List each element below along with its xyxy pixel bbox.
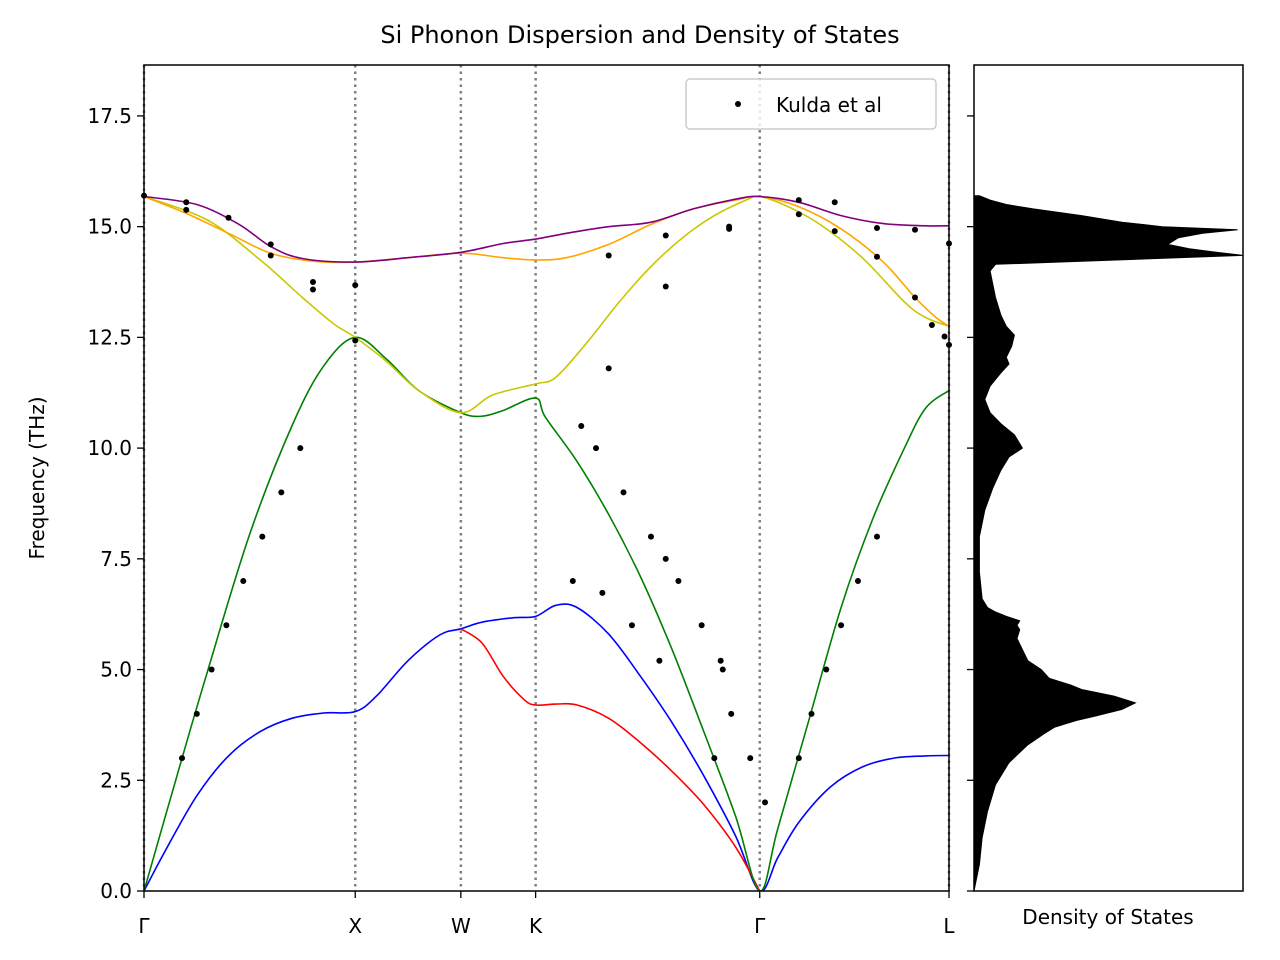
experiment-point	[309, 279, 316, 286]
experiment-point	[762, 799, 769, 806]
experiment-point	[873, 224, 880, 231]
phonon-bands	[144, 195, 949, 891]
band-acoustic-ta1	[144, 603, 949, 891]
experiment-point	[831, 199, 838, 206]
legend-marker	[735, 101, 741, 107]
y-tick-label: 5.0	[100, 658, 132, 682]
legend: Kulda et al	[685, 78, 937, 130]
y-tick-label: 2.5	[100, 768, 132, 792]
x-tick-label: K	[529, 914, 543, 938]
experiment-point	[352, 282, 359, 289]
x-tick-label: L	[943, 914, 955, 938]
band-optical-to1	[144, 195, 949, 327]
band-optical-lo	[144, 195, 949, 414]
experiment-point	[928, 321, 935, 328]
experiment-point	[747, 755, 754, 762]
experiment-point	[941, 333, 948, 340]
x-tick-label: Γ	[138, 914, 150, 938]
y-tick-label: 10.0	[87, 436, 132, 460]
x-tick-label: Γ	[754, 914, 766, 938]
y-tick-label: 12.5	[87, 325, 132, 349]
experiment-point	[183, 206, 190, 213]
experiment-point	[278, 489, 285, 496]
experiment-point	[267, 252, 274, 259]
experiment-point	[267, 241, 274, 248]
chart-title: Si Phonon Dispersion and Density of Stat…	[380, 21, 899, 49]
experiment-point	[854, 577, 861, 584]
experiment-point	[620, 489, 627, 496]
high-symmetry-lines	[142, 65, 951, 891]
experiment-point	[352, 337, 359, 344]
experiment-point	[225, 214, 232, 221]
experiment-point	[726, 225, 733, 232]
experiment-point	[208, 666, 215, 673]
x-tick-label: W	[451, 914, 471, 938]
experiment-point	[569, 577, 576, 584]
experiment-point	[309, 286, 316, 293]
dos-frame	[973, 64, 1244, 892]
dos-plot-area: Density of States	[967, 64, 1244, 929]
experiment-point	[662, 232, 669, 239]
experiment-point	[647, 533, 654, 540]
experiment-point	[656, 657, 663, 664]
y-axis-ticks: 0.0 2.5 5.0 7.5 10.0 12.5 15.0 17.5	[87, 104, 144, 903]
experiment-point	[578, 422, 585, 429]
x-tick-label: X	[348, 914, 362, 938]
experiment-point	[675, 577, 682, 584]
band-acoustic-la	[144, 336, 949, 891]
band-acoustic-ta2	[460, 628, 761, 891]
dos-x-label: Density of States	[1022, 905, 1193, 929]
experiment-point	[795, 197, 802, 204]
experiment-point	[873, 253, 880, 260]
experiment-point	[240, 577, 247, 584]
experiment-point	[795, 211, 802, 218]
experiment-point	[911, 226, 918, 233]
experiment-point	[605, 365, 612, 372]
y-tick-label: 0.0	[100, 879, 132, 903]
experiment-point	[662, 283, 669, 290]
experiment-point	[795, 755, 802, 762]
y-tick-label: 7.5	[100, 547, 132, 571]
legend-box	[685, 78, 937, 130]
experiment-point	[831, 228, 838, 235]
experiment-point	[297, 445, 304, 452]
experiment-point	[823, 666, 830, 673]
band-optical-to2	[144, 195, 949, 263]
dos-y-ticks	[967, 115, 974, 892]
y-axis-label: Frequency (THz)	[25, 396, 49, 559]
experiment-point	[628, 622, 635, 629]
experiment-point	[599, 589, 606, 596]
experimental-points	[141, 192, 952, 806]
experiment-point	[605, 252, 612, 259]
y-tick-label: 15.0	[87, 215, 132, 239]
dispersion-plot-area: 0.0 2.5 5.0 7.5 10.0 12.5 15.0 17.5 Γ X W K Γ L	[87, 64, 955, 938]
experiment-point	[719, 666, 726, 673]
experiment-point	[183, 199, 190, 206]
experiment-point	[717, 657, 724, 664]
experiment-point	[593, 445, 600, 452]
experiment-point	[808, 710, 815, 717]
experiment-point	[711, 755, 718, 762]
dispersion-frame	[143, 64, 950, 892]
experiment-point	[179, 755, 186, 762]
experiment-point	[662, 555, 669, 562]
experiment-point	[259, 533, 266, 540]
experiment-point	[911, 294, 918, 301]
legend-label: Kulda et al	[776, 93, 882, 117]
experiment-point	[698, 622, 705, 629]
dos-area	[974, 195, 1243, 891]
experiment-point	[873, 533, 880, 540]
experiment-point	[193, 710, 200, 717]
experiment-point	[223, 622, 230, 629]
y-tick-label: 17.5	[87, 104, 132, 128]
experiment-point	[728, 710, 735, 717]
experiment-point	[838, 622, 845, 629]
